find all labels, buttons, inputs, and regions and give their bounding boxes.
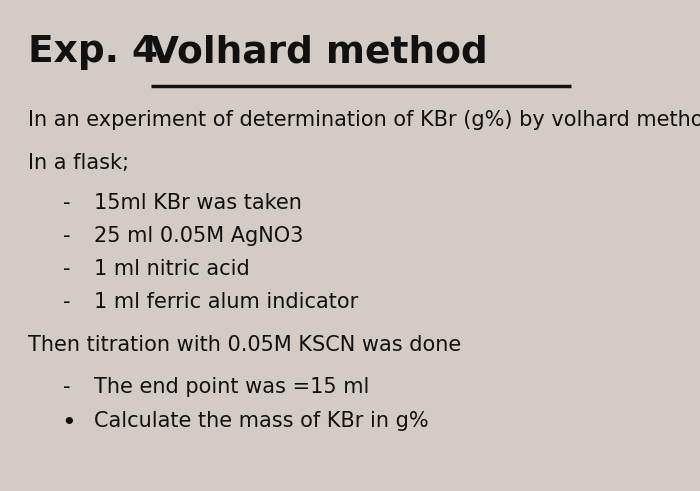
Text: 1 ml ferric alum indicator: 1 ml ferric alum indicator [94,292,358,312]
Text: -: - [63,259,71,279]
Text: In an experiment of determination of KBr (g%) by volhard method: In an experiment of determination of KBr… [28,110,700,131]
Text: -: - [63,292,71,312]
Text: -: - [63,377,71,397]
Text: •: • [62,411,76,436]
Text: Then titration with 0.05M KSCN was done: Then titration with 0.05M KSCN was done [28,335,461,355]
Text: Exp. 4: Exp. 4 [28,34,158,70]
Text: The end point was =15 ml: The end point was =15 ml [94,377,370,397]
Text: Calculate the mass of KBr in g%: Calculate the mass of KBr in g% [94,411,429,432]
Text: -: - [63,193,71,213]
Text: -: - [63,226,71,246]
Text: 25 ml 0.05M AgNO3: 25 ml 0.05M AgNO3 [94,226,304,246]
Text: Volhard method: Volhard method [150,34,489,70]
Text: 1 ml nitric acid: 1 ml nitric acid [94,259,251,279]
Text: In a flask;: In a flask; [28,153,129,173]
Text: 15ml KBr was taken: 15ml KBr was taken [94,193,302,213]
